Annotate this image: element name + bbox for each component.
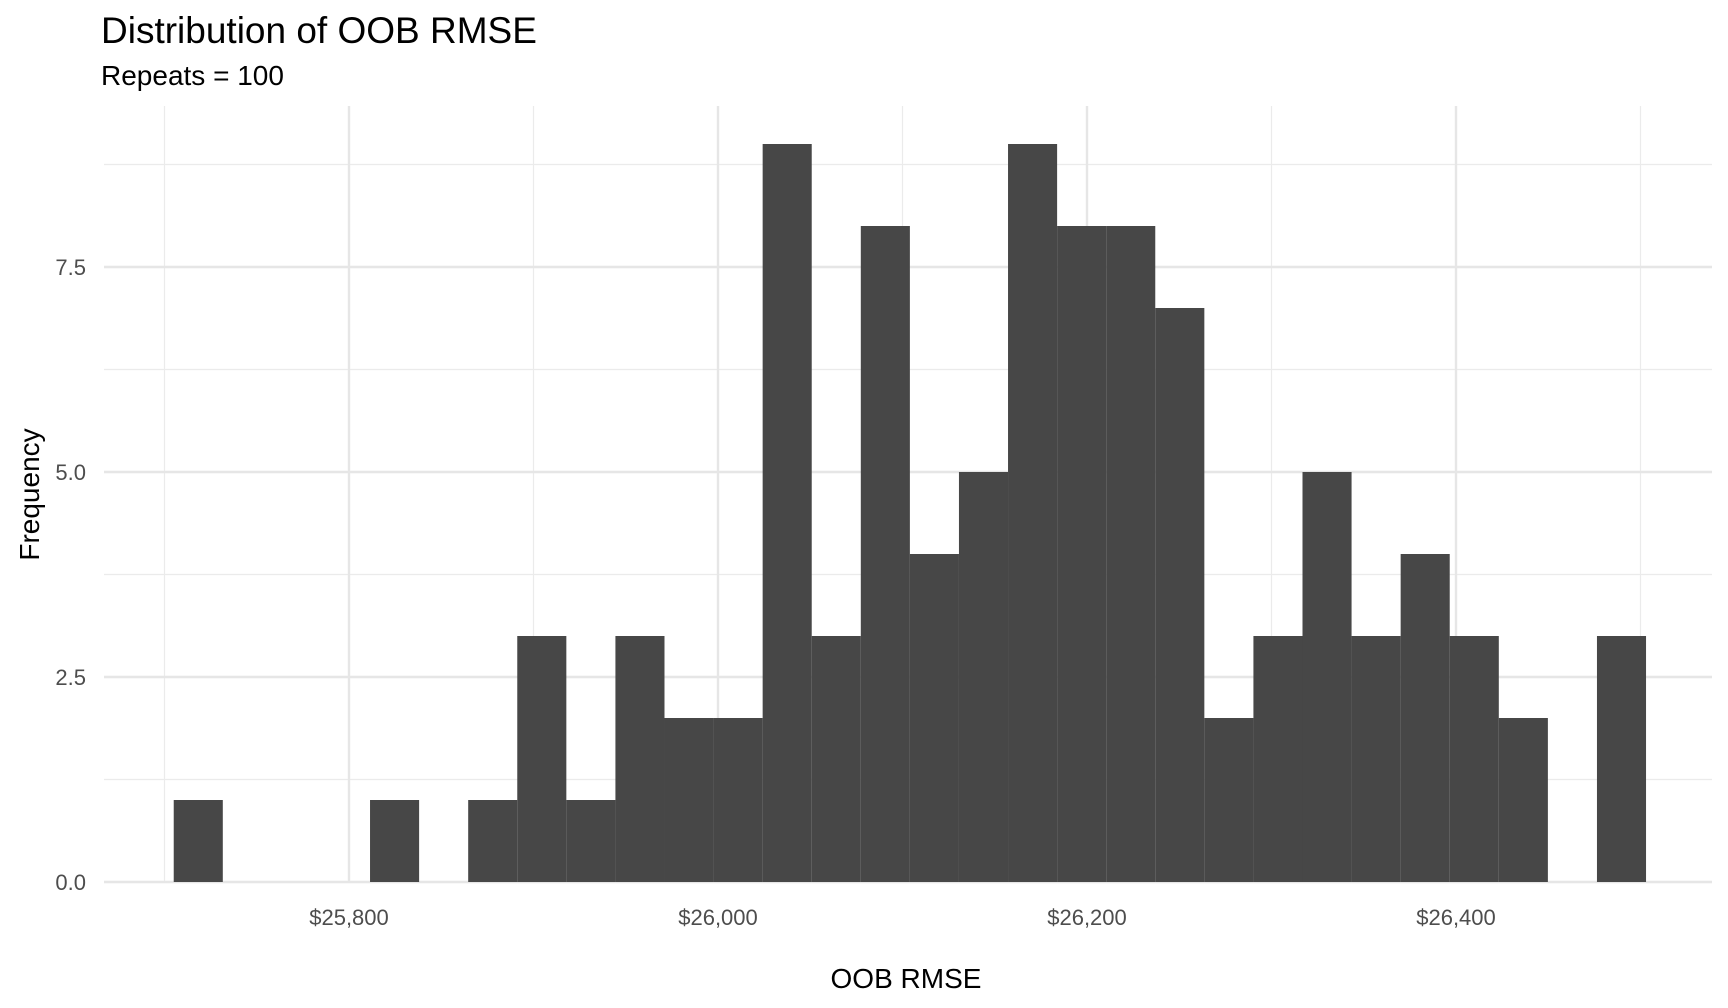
- histogram-bar: [664, 718, 714, 882]
- histogram-bar: [1449, 636, 1499, 882]
- histogram-bar: [1057, 226, 1107, 882]
- histogram-bar: [1498, 718, 1548, 882]
- histogram-bar: [173, 800, 223, 882]
- histogram-bar: [1253, 636, 1303, 882]
- x-axis-title: OOB RMSE: [831, 963, 982, 994]
- histogram-bar: [1302, 472, 1352, 882]
- histogram-bar: [468, 800, 518, 882]
- histogram-bar: [566, 800, 616, 882]
- histogram-bar: [370, 800, 420, 882]
- histogram-bar: [958, 472, 1009, 882]
- y-tick-label: 7.5: [55, 255, 86, 280]
- histogram-bars: [173, 144, 1647, 882]
- chart-subtitle: Repeats = 100: [101, 60, 284, 91]
- histogram-bar: [517, 636, 567, 882]
- histogram-bar: [1155, 308, 1205, 882]
- y-tick-label: 2.5: [55, 665, 86, 690]
- histogram-bar: [1008, 144, 1058, 882]
- histogram-bar: [1204, 718, 1254, 882]
- histogram-bar: [1400, 554, 1450, 882]
- histogram-bar: [615, 636, 665, 882]
- y-axis-title: Frequency: [14, 428, 45, 560]
- x-tick-label: $26,400: [1416, 905, 1496, 930]
- x-tick-label: $25,800: [309, 905, 389, 930]
- x-axis-ticks: $25,800 $26,000 $26,200 $26,400: [309, 905, 1496, 930]
- chart-title: Distribution of OOB RMSE: [101, 10, 537, 51]
- histogram-bar: [1596, 636, 1647, 882]
- y-axis-ticks: 0.0 2.5 5.0 7.5: [55, 255, 86, 895]
- x-tick-label: $26,000: [678, 905, 758, 930]
- x-tick-label: $26,200: [1047, 905, 1127, 930]
- histogram-bar: [909, 554, 959, 882]
- histogram-bar: [1106, 226, 1156, 882]
- histogram-bar: [811, 636, 861, 882]
- histogram-bar: [762, 144, 812, 882]
- histogram-bar: [1351, 636, 1401, 882]
- y-tick-label: 5.0: [55, 460, 86, 485]
- y-tick-label: 0.0: [55, 870, 86, 895]
- histogram-bar: [860, 226, 910, 882]
- histogram-bar: [713, 718, 763, 882]
